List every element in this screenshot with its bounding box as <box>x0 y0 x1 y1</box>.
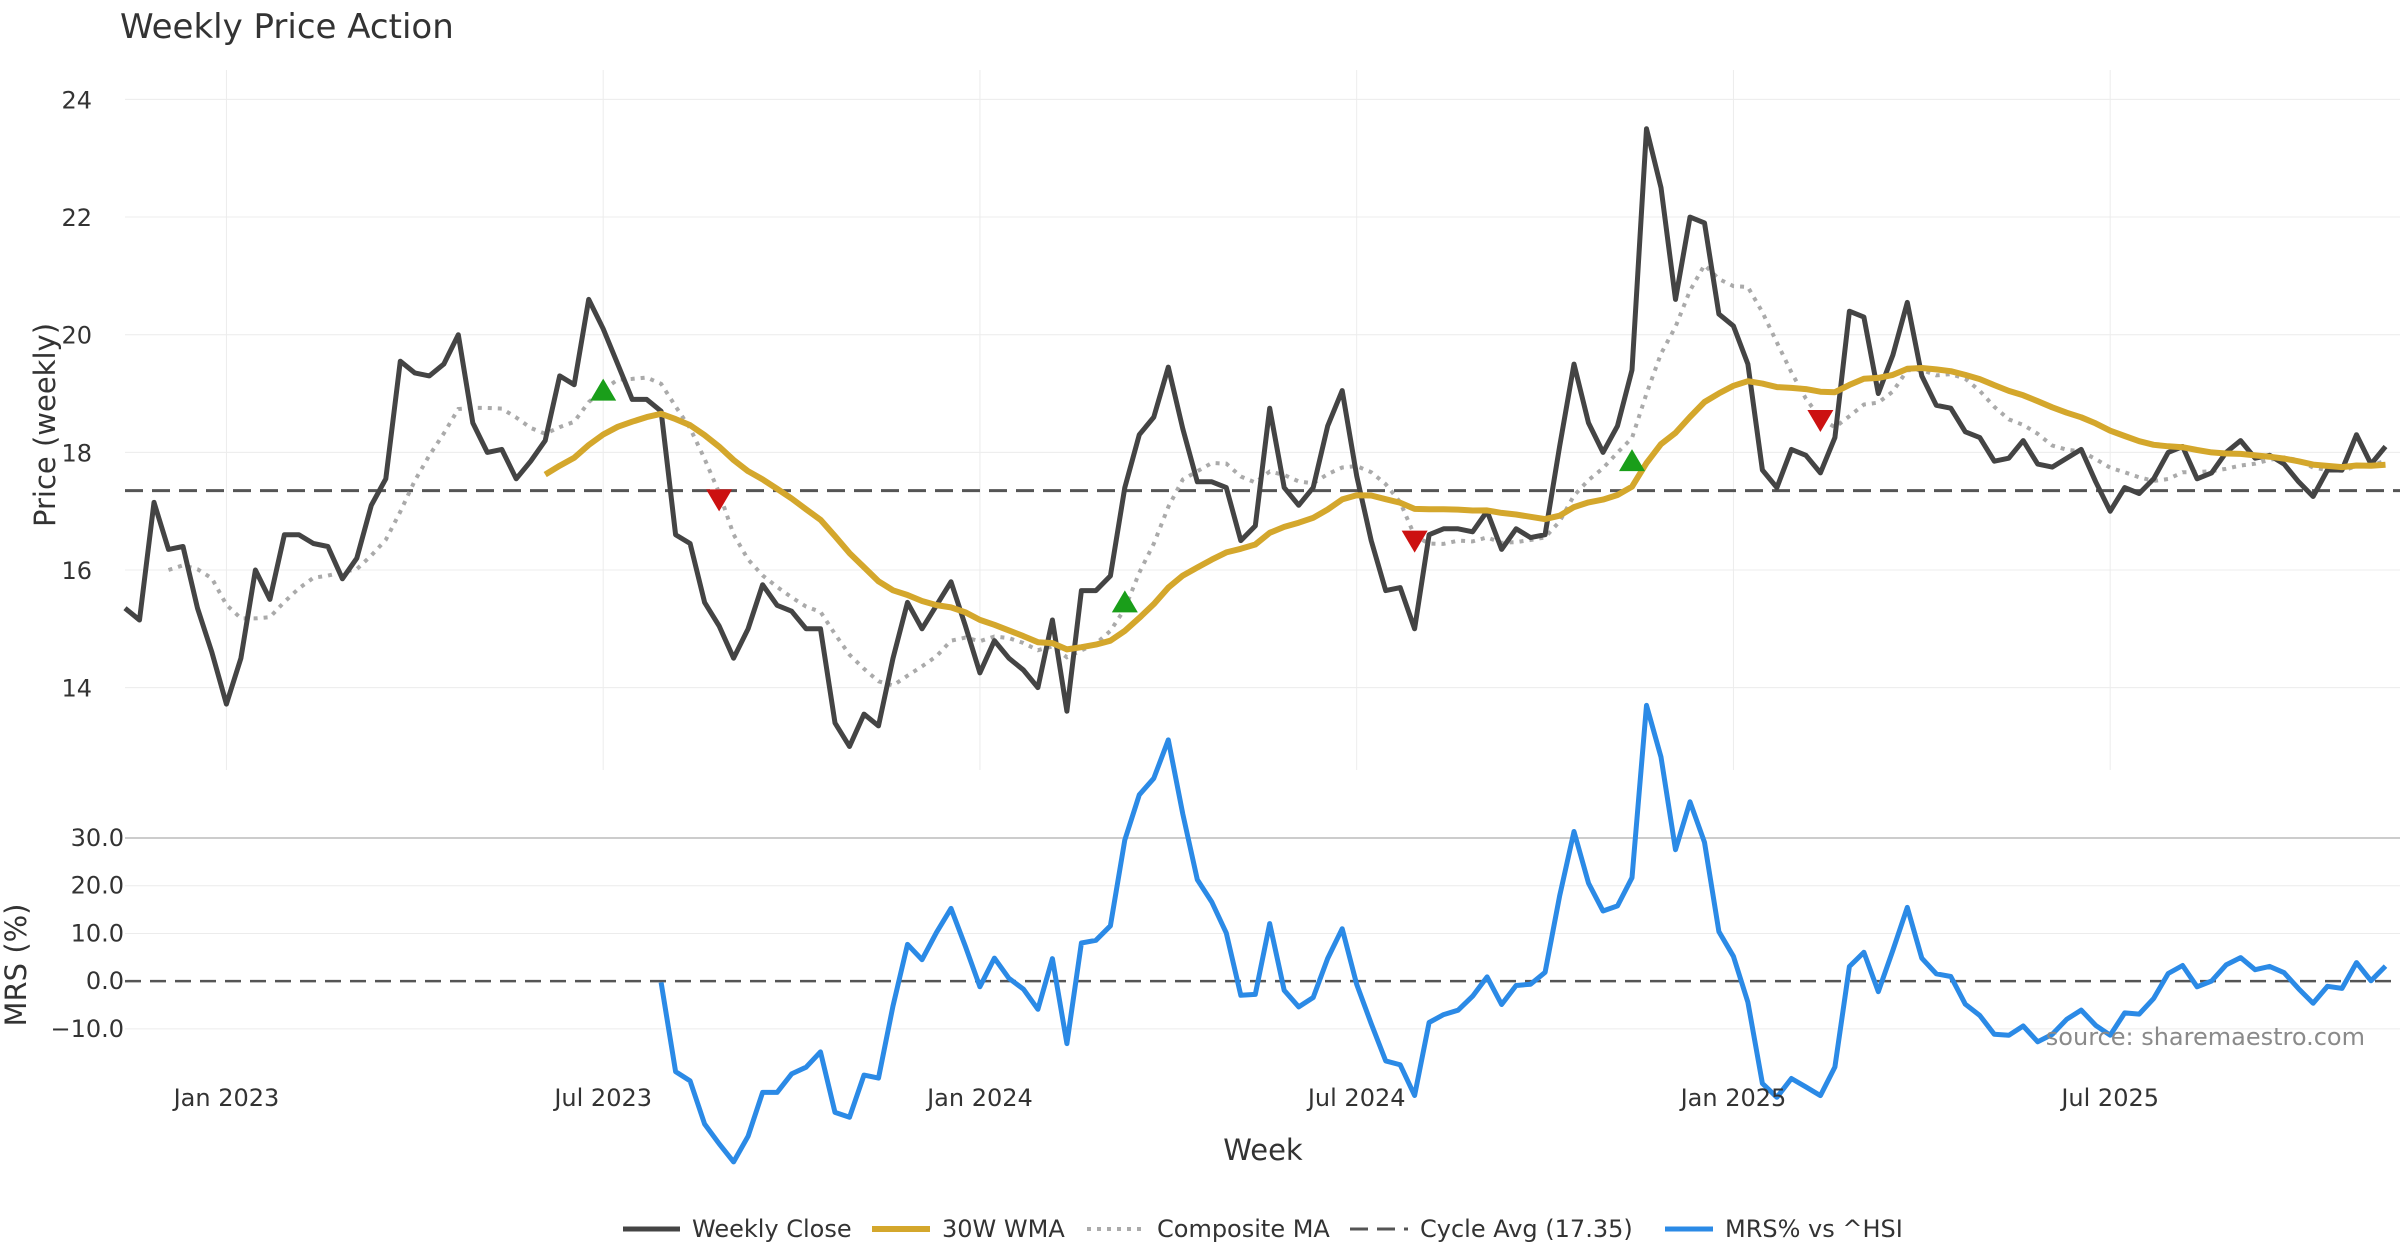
buy-signal-marker <box>1111 590 1138 613</box>
sell-signal-marker <box>1807 410 1834 432</box>
mrs-y-tick: 20.0 <box>71 872 124 900</box>
price-y-tick: 22 <box>61 204 92 232</box>
mrs-y-tick-labels: 30.0 20.0 10.0 0.0 −10.0 <box>50 824 124 1043</box>
legend-label-wma: 30W WMA <box>942 1215 1065 1243</box>
mrs-y-tick: 10.0 <box>71 919 124 947</box>
price-y-tick: 20 <box>61 322 92 350</box>
x-tick: Jan 2024 <box>925 1084 1033 1112</box>
price-y-tick-labels: 14 16 18 20 22 24 <box>61 86 92 702</box>
mrs-line <box>658 702 2388 1165</box>
mrs-panel: 30.0 20.0 10.0 0.0 −10.0 MRS (%) source: sha… <box>0 702 2400 1165</box>
signal-markers <box>590 378 1834 613</box>
legend-label-mrs: MRS% vs ^HSI <box>1725 1215 1903 1243</box>
price-y-tick: 16 <box>61 557 92 585</box>
legend-item-cycle-avg: Cycle Avg (17.35) <box>1350 1215 1633 1243</box>
price-y-axis-label: Price (weekly) <box>28 323 62 527</box>
x-axis-label: Week <box>1223 1133 1303 1167</box>
source-note: source: sharemaestro.com <box>2046 1023 2365 1051</box>
legend-label-cycle-avg: Cycle Avg (17.35) <box>1420 1215 1633 1243</box>
chart-title: Weekly Price Action <box>120 7 454 47</box>
mrs-y-tick: 30.0 <box>71 824 124 852</box>
buy-signal-marker <box>1619 449 1646 472</box>
price-y-tick: 14 <box>61 675 92 703</box>
x-tick: Jul 2023 <box>552 1084 652 1112</box>
weekly-close-line <box>123 126 2388 749</box>
x-tick: Jan 2023 <box>172 1084 280 1112</box>
sell-signal-marker <box>706 489 733 512</box>
x-tick-labels: Jan 2023 Jul 2023 Jan 2024 Jul 2024 Jan 2025… <box>172 1084 2159 1112</box>
price-gridlines <box>125 70 2400 770</box>
mrs-gridlines <box>125 837 2400 1030</box>
x-tick: Jul 2024 <box>1306 1084 1406 1112</box>
price-y-tick: 18 <box>61 439 92 467</box>
x-tick: Jan 2025 <box>1679 1084 1787 1112</box>
composite-ma-line <box>167 261 2387 688</box>
price-y-tick: 24 <box>61 86 92 114</box>
legend-item-weekly-close: Weekly Close <box>623 1215 852 1243</box>
wma-30w-line <box>543 365 2386 653</box>
legend: Weekly Close 30W WMA Composite MA Cycle … <box>623 1215 1903 1243</box>
legend-label-weekly-close: Weekly Close <box>692 1215 852 1243</box>
mrs-y-tick: 0.0 <box>86 967 124 995</box>
legend-item-composite-ma: Composite MA <box>1087 1215 1330 1243</box>
mrs-y-axis-label: MRS (%) <box>0 904 33 1027</box>
legend-item-mrs: MRS% vs ^HSI <box>1665 1215 1903 1243</box>
x-tick: Jul 2025 <box>2059 1084 2159 1112</box>
legend-item-wma: 30W WMA <box>872 1215 1065 1243</box>
legend-label-composite-ma: Composite MA <box>1157 1215 1330 1243</box>
price-panel: 14 16 18 20 22 24 Price (weekly) <box>28 70 2400 770</box>
buy-signal-marker <box>590 378 617 401</box>
mrs-y-tick: −10.0 <box>50 1015 124 1043</box>
sell-signal-marker <box>1401 530 1428 553</box>
